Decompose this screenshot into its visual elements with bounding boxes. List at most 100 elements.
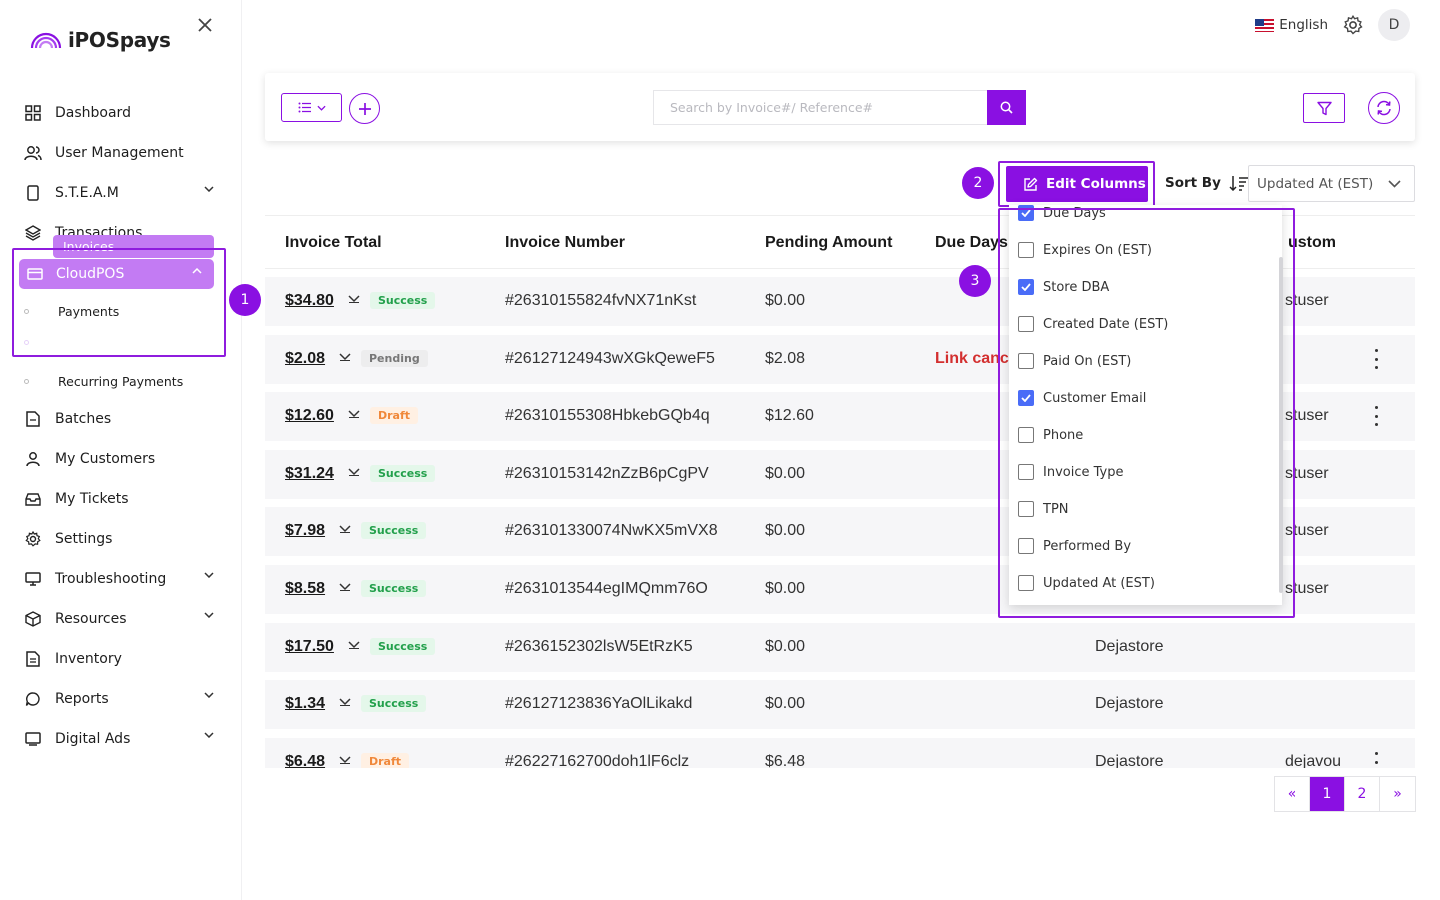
add-invoice-button[interactable] bbox=[349, 93, 380, 124]
table-row[interactable]: $17.50 Success #2636152302lsW5EtRzK5 $0.00 D… bbox=[265, 623, 1415, 672]
chevron-down-icon[interactable] bbox=[339, 698, 351, 706]
col-pending-amount[interactable]: Pending Amount bbox=[765, 234, 893, 251]
sidebar-item-cloudpos[interactable]: CloudPOS bbox=[19, 259, 214, 289]
customer-value: stuser bbox=[1285, 580, 1329, 597]
refresh-button[interactable] bbox=[1368, 92, 1400, 124]
language-selector[interactable]: English bbox=[1255, 17, 1328, 33]
sidebar-item-digital-ads[interactable]: Digital Ads bbox=[0, 719, 242, 759]
chevron-down-icon[interactable] bbox=[348, 410, 360, 418]
table-row[interactable]: $8.58 Success #2631013544egIMQmm76O $0.00 st… bbox=[265, 565, 1415, 614]
row-actions-kebab-icon[interactable] bbox=[1371, 349, 1381, 369]
sort-select[interactable]: Updated At (EST) bbox=[1248, 165, 1415, 202]
column-option[interactable]: Due Days bbox=[1018, 205, 1106, 223]
sidebar-item-inventory[interactable]: Inventory bbox=[0, 639, 242, 679]
table-row[interactable]: $6.48 Draft #26227162700doh1lF6clz $6.48 Dej… bbox=[265, 738, 1415, 768]
sidebar-item-my-tickets[interactable]: My Tickets bbox=[0, 479, 242, 519]
search-button[interactable] bbox=[987, 90, 1026, 125]
sidebar-item-dashboard[interactable]: Dashboard bbox=[0, 93, 242, 133]
chevron-down-icon[interactable] bbox=[339, 525, 351, 533]
checkbox-icon[interactable] bbox=[1018, 538, 1034, 554]
invoice-amount-link[interactable]: $8.58 bbox=[285, 580, 326, 597]
search-input[interactable] bbox=[653, 90, 987, 125]
checkbox-checked-icon[interactable] bbox=[1018, 390, 1034, 406]
invoice-amount-link[interactable]: $6.48 bbox=[285, 753, 326, 768]
view-toggle-button[interactable] bbox=[281, 93, 342, 122]
column-option[interactable]: Expires On (EST) bbox=[1018, 240, 1152, 260]
avatar[interactable]: D bbox=[1378, 9, 1410, 41]
edit-columns-button[interactable]: Edit Columns bbox=[1006, 166, 1148, 202]
row-actions-kebab-icon[interactable] bbox=[1371, 752, 1381, 768]
sidebar-item-recurring-payments[interactable]: Recurring Payments bbox=[0, 367, 242, 395]
column-option[interactable]: Performed By bbox=[1018, 536, 1131, 556]
sidebar-item-my-customers[interactable]: My Customers bbox=[0, 439, 242, 479]
invoice-amount-link[interactable]: $17.50 bbox=[285, 638, 334, 655]
prev-page-button[interactable]: « bbox=[1275, 777, 1310, 811]
sidebar-item-label: Troubleshooting bbox=[55, 571, 167, 587]
invoice-number: #26227162700doh1lF6clz bbox=[505, 753, 690, 768]
chevron-down-icon[interactable] bbox=[348, 468, 360, 476]
chat-icon bbox=[24, 690, 42, 708]
sidebar-item-label: My Tickets bbox=[55, 491, 129, 507]
customer-value: dejavou bbox=[1285, 753, 1342, 768]
column-option[interactable]: Updated At (EST) bbox=[1018, 573, 1155, 593]
invoice-amount-link[interactable]: $31.24 bbox=[285, 465, 334, 482]
chevron-down-icon[interactable] bbox=[348, 641, 360, 649]
checkbox-icon[interactable] bbox=[1018, 427, 1034, 443]
close-sidebar-button[interactable] bbox=[194, 14, 216, 36]
sidebar-item-steam[interactable]: S.T.E.A.M bbox=[0, 173, 242, 213]
invoice-amount-link[interactable]: $34.80 bbox=[285, 292, 334, 309]
page-2-button[interactable]: 2 bbox=[1345, 777, 1380, 811]
checkbox-icon[interactable] bbox=[1018, 353, 1034, 369]
invoice-amount-link[interactable]: $1.34 bbox=[285, 695, 326, 712]
edit-icon bbox=[1024, 177, 1038, 191]
sidebar-subitem-payments[interactable]: Payments bbox=[24, 299, 119, 323]
row-actions-kebab-icon[interactable] bbox=[1371, 406, 1381, 426]
column-option-label: Updated At (EST) bbox=[1043, 575, 1155, 591]
chevron-down-icon[interactable] bbox=[339, 583, 351, 591]
column-option[interactable]: Invoice Type bbox=[1018, 462, 1123, 482]
phone-icon bbox=[24, 184, 42, 202]
sidebar-item-settings[interactable]: Settings bbox=[0, 519, 242, 559]
close-icon bbox=[198, 18, 212, 32]
us-flag-icon bbox=[1255, 18, 1275, 32]
col-customer[interactable]: ustom bbox=[1288, 234, 1336, 251]
checkbox-icon[interactable] bbox=[1018, 575, 1034, 591]
settings-button[interactable] bbox=[1342, 14, 1364, 36]
column-option[interactable]: Customer Email bbox=[1018, 388, 1146, 408]
menu-scrollbar[interactable] bbox=[1279, 257, 1283, 593]
checkbox-icon[interactable] bbox=[1018, 464, 1034, 480]
checkbox-checked-icon[interactable] bbox=[1018, 205, 1034, 221]
pending-amount: $0.00 bbox=[765, 695, 806, 712]
sidebar-item-resources[interactable]: Resources bbox=[0, 599, 242, 639]
col-due-days[interactable]: Due Days bbox=[935, 234, 1008, 251]
invoice-amount-link[interactable]: $2.08 bbox=[285, 350, 326, 367]
sidebar-subitem-invoices[interactable]: Invoices bbox=[53, 235, 214, 258]
column-option[interactable]: Store DBA bbox=[1018, 277, 1109, 297]
checkbox-icon[interactable] bbox=[1018, 242, 1034, 258]
column-option[interactable]: Created Date (EST) bbox=[1018, 314, 1168, 334]
column-option[interactable]: Phone bbox=[1018, 425, 1083, 445]
chevron-down-icon[interactable] bbox=[348, 295, 360, 303]
col-invoice-total[interactable]: Invoice Total bbox=[285, 234, 382, 251]
chevron-down-icon[interactable] bbox=[339, 353, 351, 361]
column-option[interactable]: TPN bbox=[1018, 499, 1069, 519]
invoice-amount-link[interactable]: $12.60 bbox=[285, 407, 334, 424]
table-row[interactable]: $1.34 Success #26127123836YaOlLikakd $0.00 D… bbox=[265, 680, 1415, 729]
status-badge: Draft bbox=[361, 753, 410, 768]
checkbox-icon[interactable] bbox=[1018, 316, 1034, 332]
invoice-amount-link[interactable]: $7.98 bbox=[285, 522, 326, 539]
col-invoice-number[interactable]: Invoice Number bbox=[505, 234, 626, 251]
app-logo[interactable]: iPOSpays bbox=[30, 28, 171, 52]
page-1-button[interactable]: 1 bbox=[1310, 777, 1345, 811]
column-option[interactable]: Paid On (EST) bbox=[1018, 351, 1131, 371]
sidebar-item-user-management[interactable]: User Management bbox=[0, 133, 242, 173]
chevron-down-icon[interactable] bbox=[339, 756, 351, 764]
checkbox-icon[interactable] bbox=[1018, 501, 1034, 517]
next-page-button[interactable]: » bbox=[1393, 786, 1402, 802]
sidebar-item-batches[interactable]: Batches bbox=[0, 399, 242, 439]
sidebar-item-reports[interactable]: Reports bbox=[0, 679, 242, 719]
sort-icon[interactable] bbox=[1229, 175, 1249, 191]
sidebar-item-troubleshooting[interactable]: Troubleshooting bbox=[0, 559, 242, 599]
filter-button[interactable] bbox=[1303, 93, 1345, 123]
checkbox-checked-icon[interactable] bbox=[1018, 279, 1034, 295]
